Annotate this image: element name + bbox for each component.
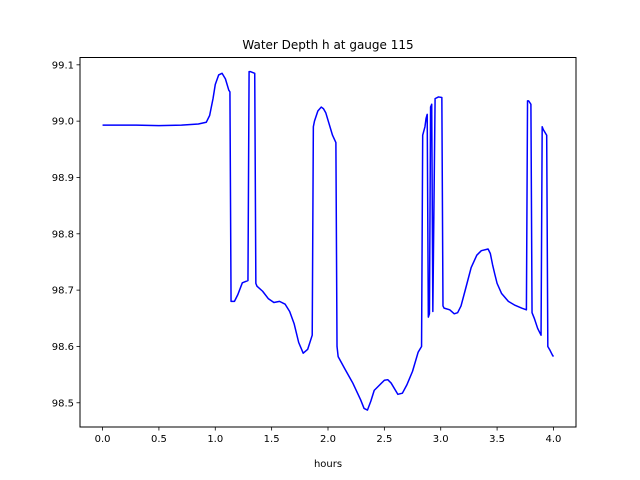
x-tick-label: 3.0 — [433, 434, 449, 445]
y-tick-label: 99.0 — [52, 117, 74, 128]
x-tick-label: 0.0 — [95, 434, 111, 445]
y-tick-label: 99.1 — [52, 60, 74, 71]
x-tick-label: 1.0 — [207, 434, 223, 445]
y-tick-label: 98.7 — [52, 286, 74, 297]
x-tick-label: 2.0 — [320, 434, 336, 445]
water-depth-series-line — [102, 70, 555, 411]
x-tick-label: 3.5 — [489, 434, 505, 445]
y-tick-label: 98.5 — [52, 398, 74, 409]
plot-frame — [79, 57, 577, 428]
chart-title: Water Depth h at gauge 115 — [242, 38, 413, 52]
x-tick-label: 1.5 — [264, 434, 280, 445]
y-tick-label: 98.6 — [52, 342, 74, 353]
x-axis-label: hours — [314, 459, 342, 470]
x-axis: 0.0 0.5 1.0 1.5 2.0 2.5 3.0 3.5 4.0 — [95, 427, 562, 445]
y-tick-label: 98.8 — [52, 229, 74, 240]
y-tick-label: 98.9 — [52, 173, 74, 184]
y-axis: 98.5 98.6 98.7 98.8 98.9 99.0 99.1 — [52, 60, 80, 409]
x-tick-label: 0.5 — [151, 434, 167, 445]
x-tick-label: 2.5 — [376, 434, 392, 445]
x-tick-label: 4.0 — [546, 434, 562, 445]
